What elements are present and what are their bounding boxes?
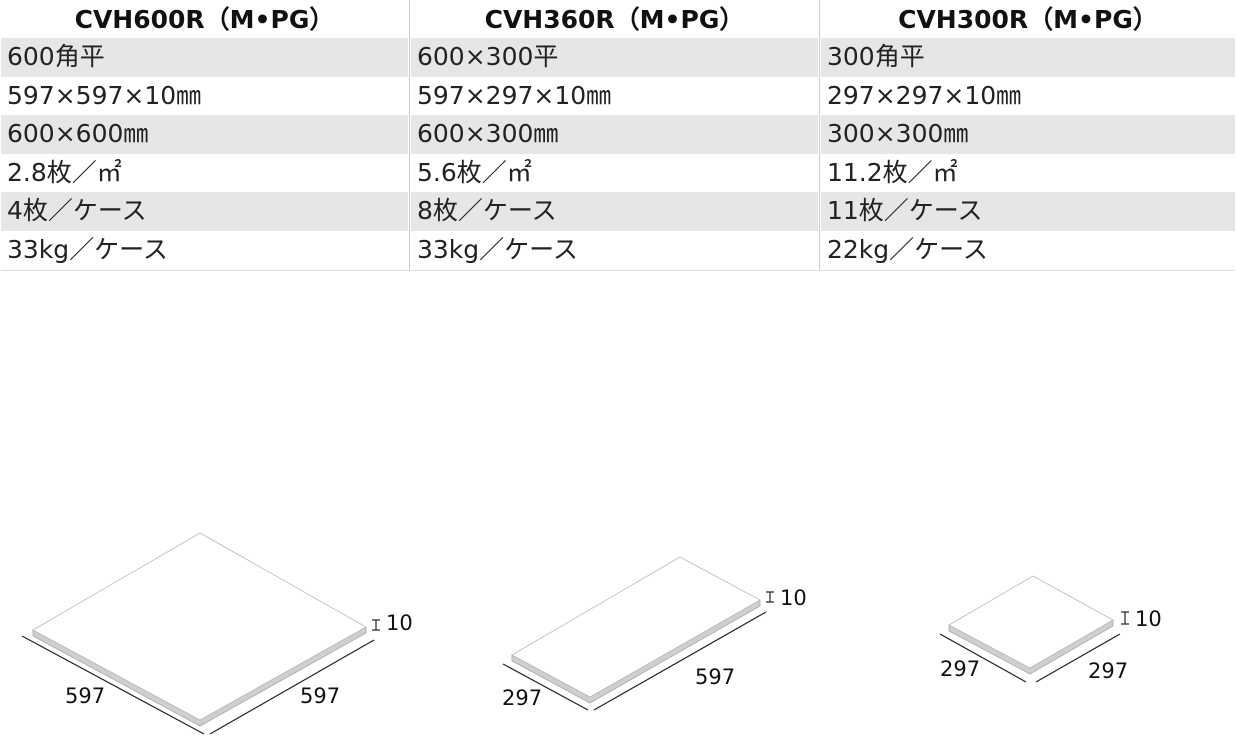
table-cell: 11枚／ケース <box>821 192 1235 231</box>
table-cell: 33kg／ケース <box>411 231 818 271</box>
column-header: CVH360R（M•PG） <box>484 5 745 34</box>
table-cell: 4枚／ケース <box>1 192 408 231</box>
table-cell: 597×297×10㎜ <box>417 80 612 110</box>
table-column: CVH360R（M•PG） 600×300平 597×297×10㎜ 600×300㎜… <box>410 0 820 271</box>
table-cell: 300角平 <box>821 38 1235 77</box>
table-cell: 11.2枚／㎡ <box>827 157 958 187</box>
table-cell: 8枚／ケース <box>411 192 818 231</box>
table-cell: 300×300㎜ <box>821 115 1235 154</box>
column-header: CVH600R（M•PG） <box>74 5 335 34</box>
dim-right: 597 <box>695 665 735 689</box>
dim-thickness: 10 <box>1135 607 1162 631</box>
dim-thickness: 10 <box>780 586 807 610</box>
dim-thickness: 10 <box>386 611 413 635</box>
table-cell: 297×297×10㎜ <box>827 80 1022 110</box>
dim-left: 297 <box>502 686 542 710</box>
table-cell: 5.6枚／㎡ <box>417 157 532 187</box>
dim-right: 597 <box>300 684 340 708</box>
table-column: CVH300R（M•PG） 300角平 297×297×10㎜ 300×300㎜ 11.… <box>820 0 1236 271</box>
tile-360: 297 597 10 <box>502 556 807 711</box>
table-column: CVH600R（M•PG） 600角平 597×597×10㎜ 600×600㎜ 2.8… <box>0 0 410 271</box>
table-cell: 2.8枚／㎡ <box>7 157 122 187</box>
table-cell: 597×597×10㎜ <box>7 80 202 110</box>
dim-left: 597 <box>65 684 105 708</box>
tile-300: 297 297 10 <box>939 575 1162 683</box>
tile-600: 597 597 10 <box>21 532 413 735</box>
table-cell: 22kg／ケース <box>821 231 1235 271</box>
table-cell: 600×600㎜ <box>1 115 408 154</box>
table-cell: 600×300㎜ <box>411 115 818 154</box>
spec-table: CVH600R（M•PG） 600角平 597×597×10㎜ 600×600㎜ 2.8… <box>0 0 1236 271</box>
column-header: CVH300R（M•PG） <box>898 5 1158 34</box>
dim-right: 297 <box>1088 659 1128 683</box>
table-cell: 33kg／ケース <box>1 231 408 271</box>
dim-left: 297 <box>940 657 980 681</box>
table-cell: 600角平 <box>1 38 408 77</box>
table-cell: 600×300平 <box>411 38 818 77</box>
